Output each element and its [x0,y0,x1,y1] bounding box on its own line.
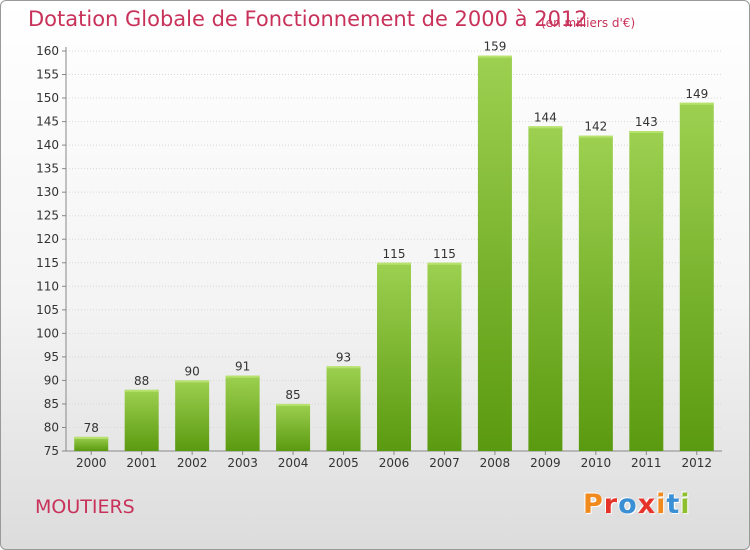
data-label: 144 [534,110,557,124]
logo-letter: r [603,489,619,520]
data-label: 149 [685,87,708,101]
y-tick-label: 120 [36,232,59,246]
bar-2003 [225,375,260,451]
y-tick-label: 115 [36,256,59,270]
x-tick-label: 2010 [581,456,612,470]
x-tick-label: 2009 [530,456,561,470]
logo-letter: o [618,489,638,520]
data-label: 85 [285,388,300,402]
bar-highlight [477,55,512,58]
bar-highlight [276,403,311,406]
bar-2005 [326,366,361,451]
y-tick-label: 145 [36,115,59,129]
data-label: 91 [235,360,250,374]
bar-2010 [578,135,613,452]
bar-highlight [225,375,260,378]
data-label: 78 [84,421,99,435]
y-tick-label: 80 [44,420,59,434]
bar-2009 [528,126,563,451]
bar-2008 [477,55,512,452]
y-tick-label: 95 [44,350,59,364]
bar-highlight [124,389,159,392]
data-label: 90 [185,364,200,378]
x-tick-label: 2003 [227,456,258,470]
x-tick-label: 2007 [429,456,460,470]
data-labels: 78 88 90 91 85 93 115 115 159 144 142 143 149 [84,40,709,435]
bar-2000 [74,436,109,451]
x-tick-label: 2012 [681,456,712,470]
y-tick-label: 110 [36,279,59,293]
bar-highlight [629,131,664,133]
data-label: 159 [483,40,506,54]
bar-2002 [175,380,210,451]
commune-name: MOUTIERS [35,496,135,518]
data-label: 142 [584,120,607,134]
bar-highlight [326,366,361,369]
data-label: 115 [433,247,456,261]
chart-unit: (en milliers d'€) [541,16,636,30]
bar-highlight [377,262,411,265]
y-tick-label: 125 [36,209,59,223]
data-label: 93 [336,350,351,364]
bar-2001 [124,389,159,451]
x-tick-label: 2002 [177,456,208,470]
y-tick-label: 100 [36,326,59,340]
x-tick-label: 2008 [480,456,511,470]
x-tick-label: 2011 [631,456,662,470]
bars [74,55,714,452]
y-tick-label: 130 [36,185,59,199]
y-tick-label: 85 [44,397,59,411]
bar-2012 [679,102,714,451]
bar-highlight [74,436,109,439]
x-tick-label: 2000 [76,456,107,470]
y-tick-label: 150 [36,91,59,105]
proxiti-logo[interactable]: Proxiti [583,489,691,520]
bar-highlight [175,380,210,383]
data-label: 88 [134,374,149,388]
logo-letter: P [583,489,604,520]
logo-letter: i [656,489,667,520]
y-tick-label: 135 [36,162,59,176]
bar-highlight [528,126,563,129]
logo-letter: t [666,489,681,520]
y-tick-label: 155 [36,68,59,82]
bar-2007 [427,262,462,451]
bar-2011 [629,131,664,451]
x-tick-label: 2004 [278,456,309,470]
logo-letter: x [637,489,657,520]
y-tick-label: 105 [36,303,59,317]
y-tick-label: 160 [36,44,59,58]
bar-highlight [578,135,613,138]
data-label: 143 [635,115,658,129]
logo-letter: i [680,489,691,520]
x-tick-label: 2001 [126,456,157,470]
x-tick-label: 2006 [379,456,410,470]
bar-highlight [679,102,714,105]
bar-highlight [427,262,462,265]
y-tick-label: 90 [44,373,59,387]
chart-title: Dotation Globale de Fonctionnement de 20… [28,7,588,31]
y-tick-label: 75 [44,444,59,458]
bar-2004 [276,403,311,451]
data-label: 115 [383,247,406,261]
y-tick-label: 140 [36,138,59,152]
x-tick-label: 2005 [328,456,359,470]
bar-2006 [377,262,411,451]
